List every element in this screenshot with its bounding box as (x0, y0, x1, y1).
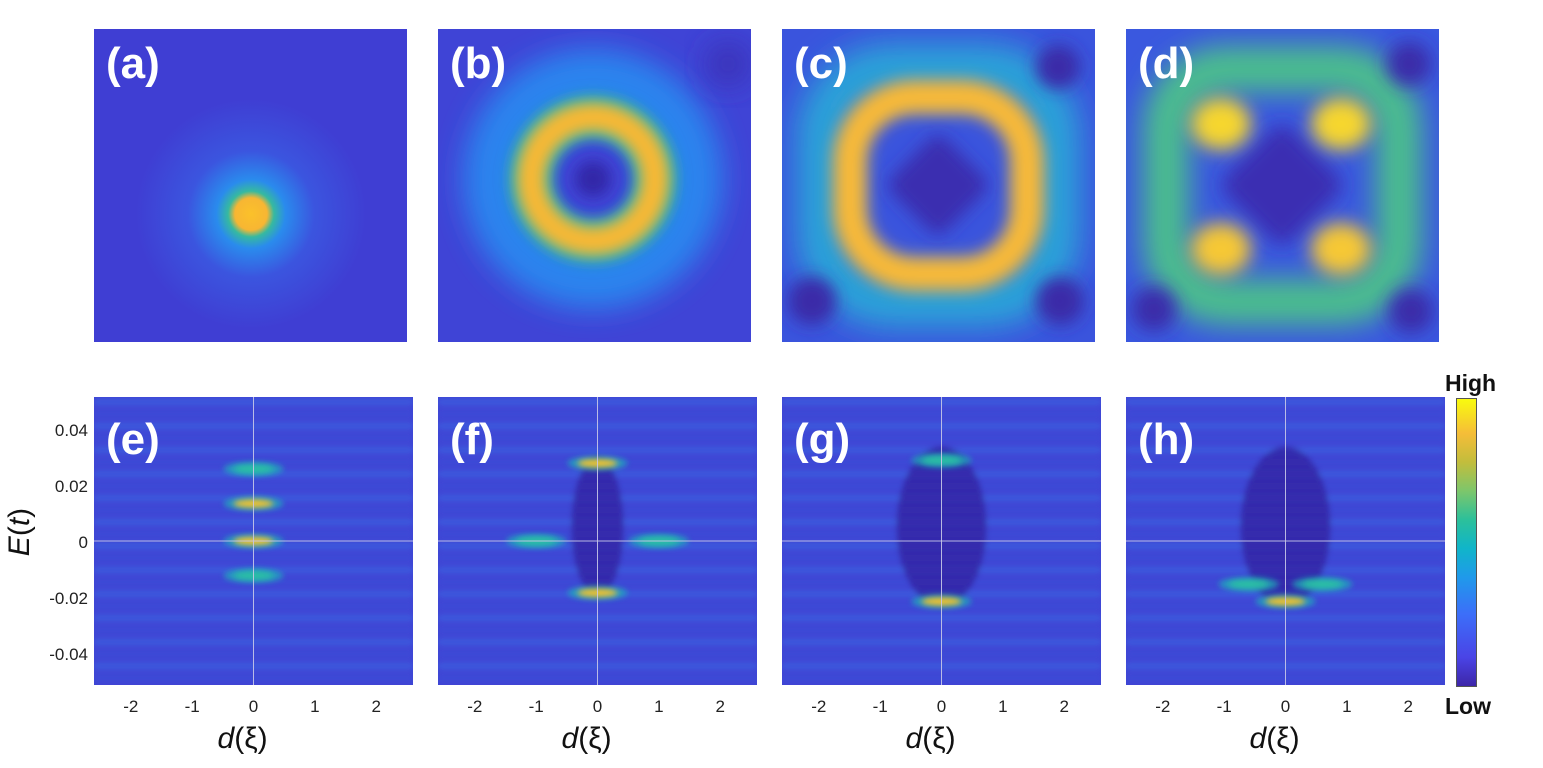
x-tick-label: -2 (1155, 697, 1171, 716)
x-tick-label: 1 (654, 697, 664, 716)
x-axis-var: d (217, 722, 235, 755)
x-axis-var: d (1249, 722, 1267, 755)
x-tick-label: 2 (1403, 697, 1413, 716)
x-tick-label: 0 (1280, 697, 1291, 716)
x-tick-label: 0 (936, 697, 947, 716)
y-tick-label: 0.04 (54, 421, 88, 440)
x-axis-var: d (561, 722, 579, 755)
x-axis-arg: ξ (244, 722, 258, 755)
x-tick-label: -1 (528, 697, 544, 716)
x-tick-label: -2 (811, 697, 827, 716)
x-tick-label: 1 (998, 697, 1008, 716)
x-tick-label: -1 (872, 697, 888, 716)
peak-mark (1228, 580, 1269, 589)
x-tick-label: 2 (1059, 697, 1069, 716)
y-axis-label: E(t) (3, 507, 36, 557)
spectrum-g-graphic (782, 397, 1101, 685)
x-tick-label: 1 (310, 697, 320, 716)
x-axis-arg: ξ (1276, 722, 1290, 755)
x-axis-label: d(ξ) (1249, 722, 1300, 755)
spectrum-panel-h: (h) (1126, 397, 1445, 685)
y-axis-arg: t (3, 517, 36, 527)
y-tick-label: -0.04 (49, 645, 88, 664)
colorbar-low-label: Low (1445, 693, 1491, 719)
heatmap-c-graphic (782, 29, 1095, 342)
spectrum-panel-g: (g) (782, 397, 1101, 685)
x-tick-label: -1 (1216, 697, 1232, 716)
x-axis-arg: ξ (588, 722, 602, 755)
heatmap-panel-b: (b) (438, 29, 751, 342)
spectrum-e-graphic (94, 397, 413, 685)
peak-mark (1302, 580, 1343, 589)
spectrum-f-graphic (438, 397, 757, 685)
x-tick-label: 1 (1342, 697, 1352, 716)
y-tick-label: -0.02 (49, 589, 88, 608)
heatmap-b-graphic (438, 29, 751, 342)
colorbar-high-label: High (1445, 370, 1497, 396)
heatmap-panel-c: (c) (782, 29, 1095, 342)
heatmap-panel-a: (a) (94, 29, 407, 342)
colorbar (1456, 398, 1477, 687)
x-tick-label: 2 (371, 697, 381, 716)
x-tick-label: 2 (715, 697, 725, 716)
x-tick-label: 0 (248, 697, 259, 716)
x-tick-label: 0 (592, 697, 603, 716)
x-axis-label: d(ξ) (905, 722, 956, 755)
y-tick-label: 0 (78, 533, 88, 552)
heatmap-a-graphic (94, 29, 407, 342)
spectrum-h-graphic (1126, 397, 1445, 685)
x-tick-label: -1 (184, 697, 200, 716)
heatmap-d-graphic (1126, 29, 1439, 342)
spectrum-panel-e: (e) (94, 397, 413, 685)
x-axis-arg: ξ (932, 722, 946, 755)
x-axis-label: d(ξ) (217, 722, 268, 755)
x-axis-var: d (905, 722, 923, 755)
y-tick-label: 0.02 (54, 477, 88, 496)
x-tick-label: -2 (467, 697, 483, 716)
y-axis-var: E (3, 536, 36, 557)
x-tick-label: -2 (123, 697, 139, 716)
x-axis-label: d(ξ) (561, 722, 612, 755)
spectrum-panel-f: (f) (438, 397, 757, 685)
heatmap-panel-d: (d) (1126, 29, 1439, 342)
